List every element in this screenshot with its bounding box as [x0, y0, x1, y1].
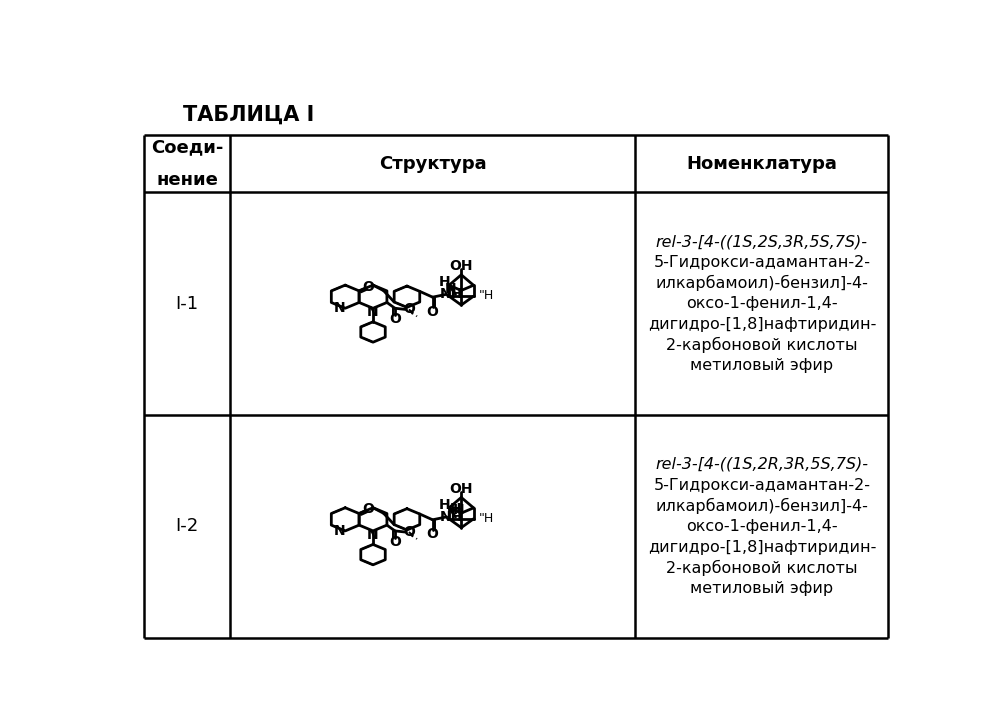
Text: OH: OH [450, 482, 473, 496]
Text: O: O [389, 312, 401, 327]
Text: N: N [367, 528, 379, 542]
Text: rel-3-[4-((1S,2S,3R,5S,7S)-: rel-3-[4-((1S,2S,3R,5S,7S)- [656, 234, 868, 249]
Text: 5-Гидрокси-адамантан-2-: 5-Гидрокси-адамантан-2- [653, 478, 870, 492]
Text: илкарбамоил)-бензил]-4-: илкарбамоил)-бензил]-4- [655, 275, 868, 291]
Text: O: O [403, 525, 415, 539]
Text: M: M [417, 312, 426, 322]
Text: 5-Гидрокси-адамантан-2-: 5-Гидрокси-адамантан-2- [653, 255, 870, 270]
Text: Структура: Структура [379, 155, 486, 173]
Text: O: O [403, 303, 415, 317]
Text: 2-карбоновой кислоты: 2-карбоновой кислоты [666, 337, 858, 354]
Text: "H: "H [479, 288, 494, 301]
Text: M: M [417, 534, 426, 544]
Text: Соеди-
нение: Соеди- нение [151, 139, 223, 189]
Text: дигидро-[1,8]нафтиридин-: дигидро-[1,8]нафтиридин- [648, 317, 876, 332]
Text: I-2: I-2 [176, 518, 199, 536]
Text: O: O [427, 305, 439, 319]
Text: O: O [362, 280, 374, 294]
Text: оксо-1-фенил-1,4-: оксо-1-фенил-1,4- [686, 519, 838, 534]
Text: N: N [334, 301, 345, 315]
Text: H: H [452, 502, 464, 517]
Text: Номенклатура: Номенклатура [686, 155, 837, 173]
Text: N: N [367, 306, 379, 319]
Text: дигидро-[1,8]нафтиридин-: дигидро-[1,8]нафтиридин- [648, 539, 876, 555]
Text: H: H [439, 498, 451, 512]
Text: NH: NH [440, 510, 463, 524]
Text: метиловый эфир: метиловый эфир [690, 359, 833, 373]
Text: O: O [389, 535, 401, 549]
Text: NH: NH [440, 287, 463, 301]
Text: rel-3-[4-((1S,2R,3R,5S,7S)-: rel-3-[4-((1S,2R,3R,5S,7S)- [655, 457, 868, 472]
Text: N: N [334, 524, 345, 538]
Text: метиловый эфир: метиловый эфир [690, 581, 833, 596]
Text: илкарбамоил)-бензил]-4-: илкарбамоил)-бензил]-4- [655, 498, 868, 514]
Text: 2-карбоновой кислоты: 2-карбоновой кислоты [666, 560, 858, 576]
Text: O: O [427, 527, 439, 542]
Text: ТАБЛИЦА I: ТАБЛИЦА I [183, 105, 315, 125]
Text: OH: OH [450, 259, 473, 273]
Text: I-1: I-1 [176, 295, 199, 313]
Text: оксо-1-фенил-1,4-: оксо-1-фенил-1,4- [686, 296, 838, 311]
Text: H: H [450, 502, 461, 516]
Text: H: H [445, 282, 456, 296]
Text: H: H [439, 275, 451, 290]
Text: O: O [362, 502, 374, 516]
Text: "H: "H [479, 513, 494, 526]
